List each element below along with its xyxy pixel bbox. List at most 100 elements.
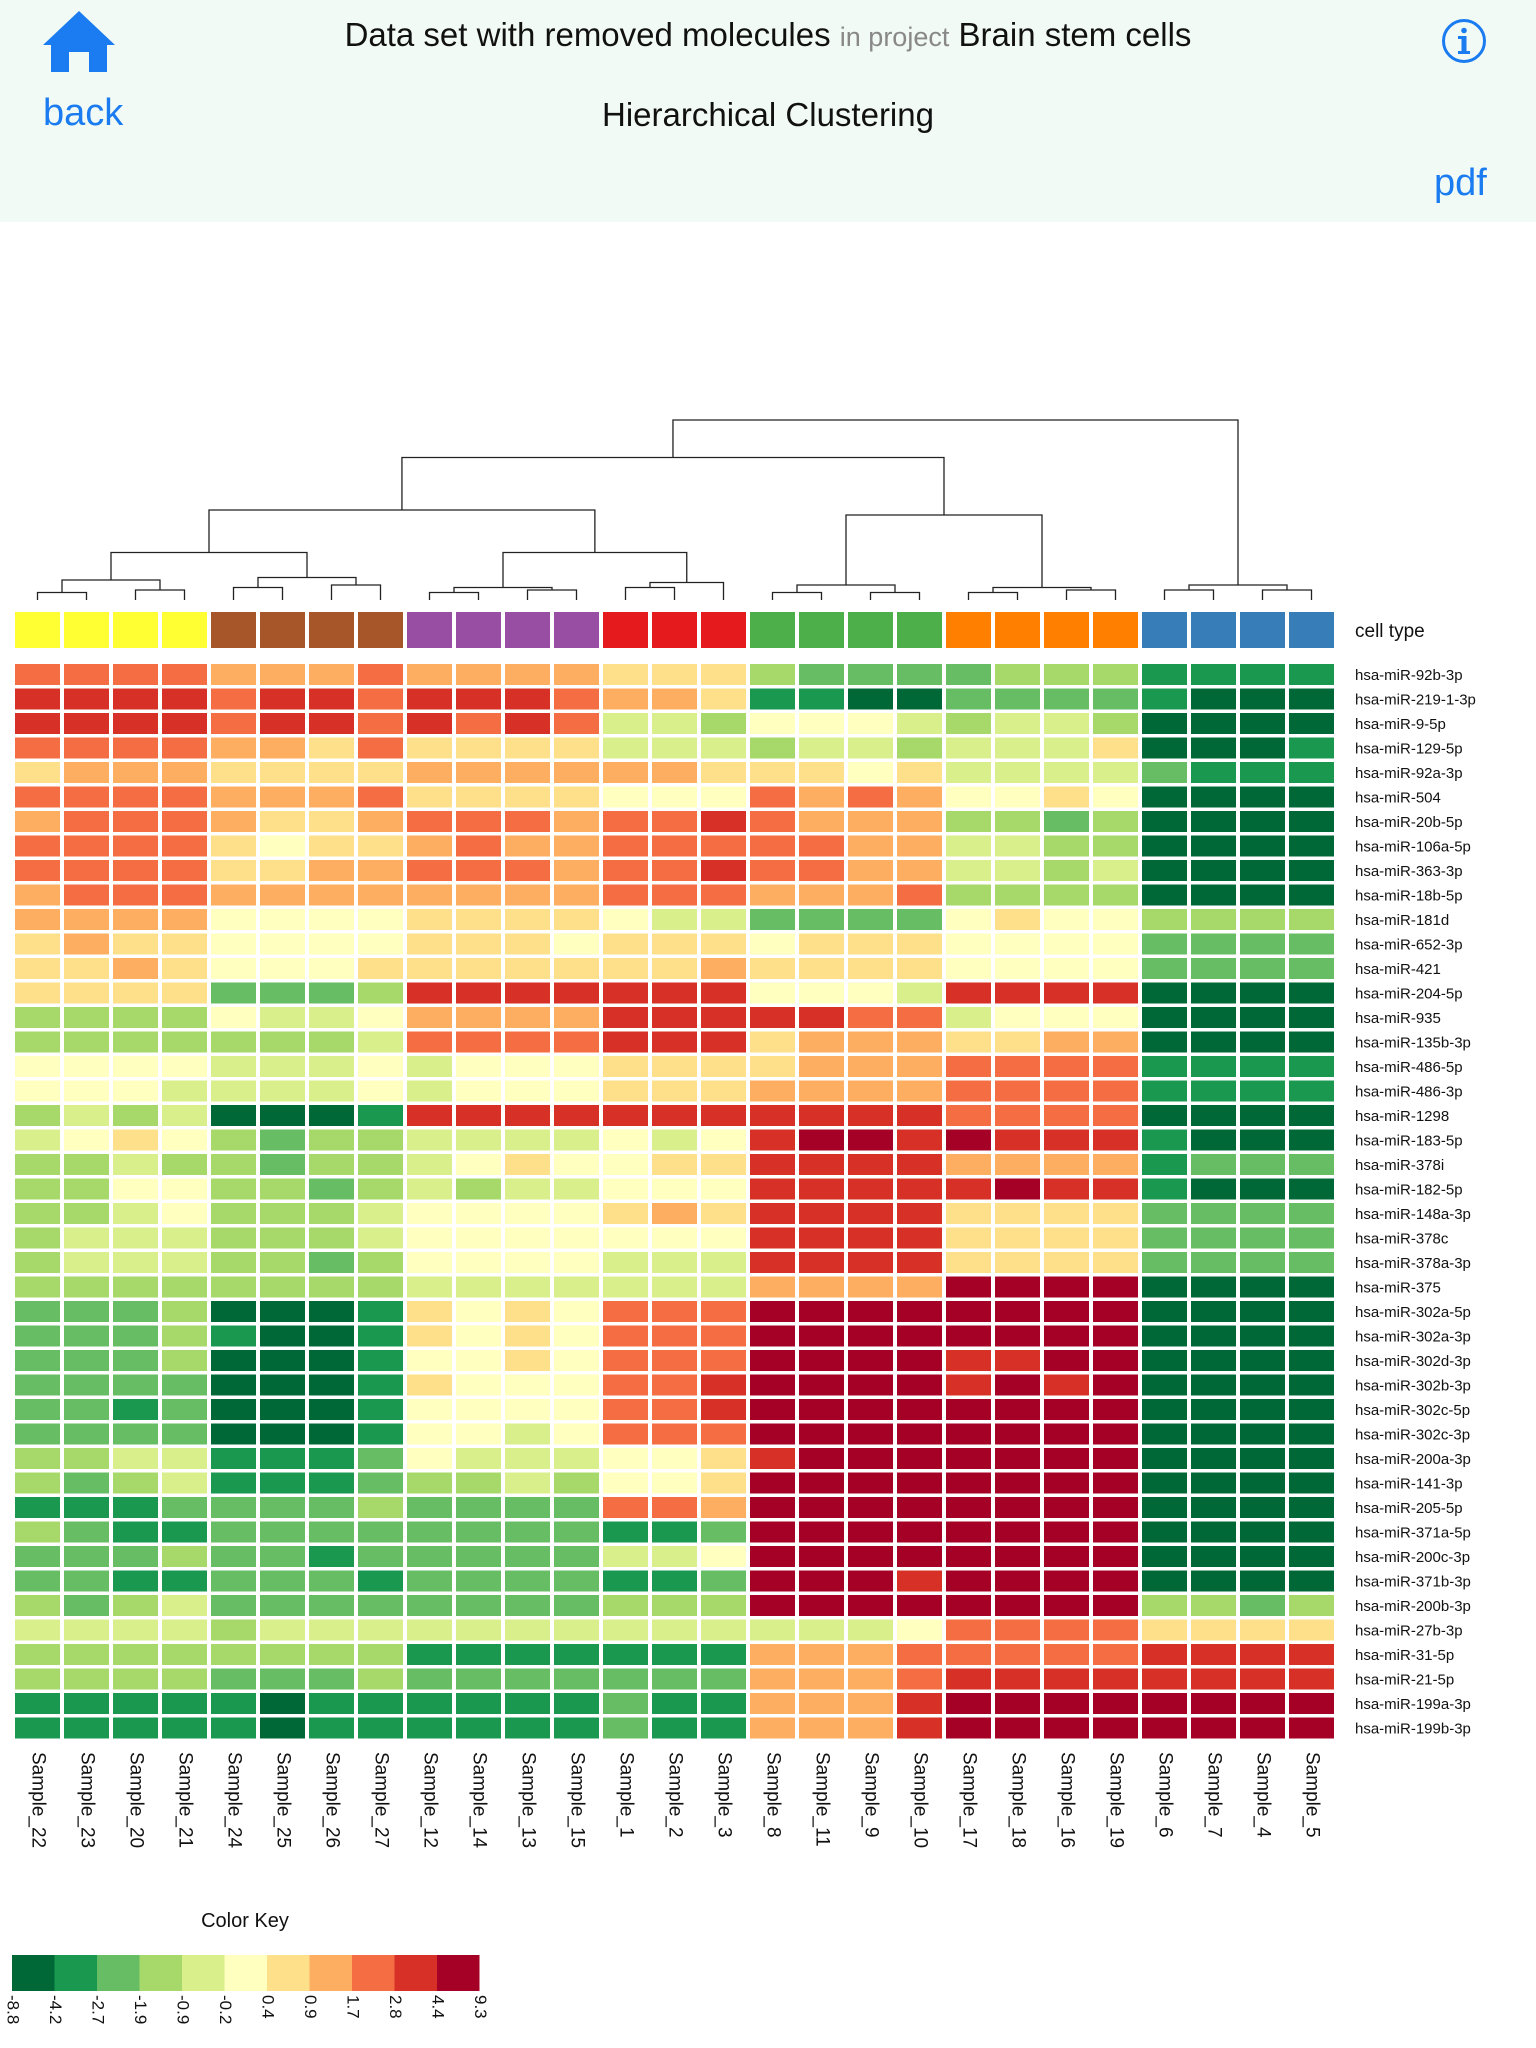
- dendrogram-branch: [1188, 584, 1288, 590]
- heatmap-cell: [113, 1619, 158, 1641]
- heatmap-cell: [64, 1595, 109, 1616]
- heatmap-cell: [162, 1595, 207, 1616]
- heatmap-cell: [946, 1399, 991, 1420]
- heatmap-cell: [848, 884, 893, 906]
- heatmap-cell: [211, 786, 256, 808]
- heatmap-cell: [554, 1129, 599, 1151]
- heatmap-cell: [1240, 1080, 1285, 1102]
- home-icon[interactable]: [38, 8, 120, 74]
- heatmap-cell: [554, 1325, 599, 1347]
- heatmap-cell: [652, 1399, 697, 1420]
- heatmap-cell: [848, 1497, 893, 1518]
- gene-label: hsa-miR-302a-5p: [1355, 1304, 1471, 1321]
- heatmap-cell: [260, 1031, 305, 1053]
- heatmap-cell: [1240, 1031, 1285, 1053]
- heatmap-cell: [456, 688, 501, 710]
- heatmap-cell: [162, 982, 207, 1004]
- heatmap-cell: [848, 1227, 893, 1249]
- heatmap-cell: [897, 1374, 942, 1396]
- heatmap-cell: [407, 1227, 452, 1249]
- heatmap-cell: [848, 664, 893, 685]
- heatmap-cell: [1240, 1570, 1285, 1592]
- heatmap-cell: [799, 811, 844, 832]
- heatmap-cell: [15, 1080, 60, 1102]
- heatmap-cell: [1093, 835, 1138, 857]
- heatmap-cell: [1289, 1276, 1334, 1298]
- heatmap-cell: [848, 1301, 893, 1322]
- gene-label: hsa-miR-302a-3p: [1355, 1329, 1471, 1346]
- color-key-swatch: [182, 1955, 225, 1991]
- gene-label: hsa-miR-363-3p: [1355, 863, 1463, 880]
- heatmap-cell: [162, 1154, 207, 1175]
- heatmap-cell: [995, 811, 1040, 832]
- heatmap-cell: [1289, 664, 1334, 685]
- heatmap-cell: [799, 909, 844, 930]
- heatmap-cell: [701, 958, 746, 979]
- heatmap-cell: [897, 1031, 942, 1053]
- heatmap-cell: [1093, 1252, 1138, 1273]
- heatmap-cell: [1044, 884, 1089, 906]
- heatmap-cell: [701, 1717, 746, 1739]
- pdf-link[interactable]: pdf: [1434, 162, 1487, 204]
- heatmap-cell: [162, 1472, 207, 1494]
- heatmap-cell: [603, 1080, 648, 1102]
- heatmap-cell: [162, 762, 207, 783]
- heatmap-cell: [995, 909, 1040, 930]
- heatmap-cell: [309, 713, 354, 734]
- sample-label: Sample_10: [909, 1752, 930, 1848]
- gene-label: hsa-miR-935: [1355, 1010, 1441, 1027]
- heatmap-cell: [897, 1423, 942, 1445]
- heatmap-cell: [505, 884, 550, 906]
- heatmap-cell: [113, 1301, 158, 1322]
- heatmap-cell: [1191, 762, 1236, 783]
- heatmap-cell: [1191, 1350, 1236, 1371]
- info-icon[interactable]: [1441, 18, 1487, 64]
- heatmap-cell: [1044, 786, 1089, 808]
- heatmap-cell: [1142, 786, 1187, 808]
- heatmap-cell: [897, 664, 942, 685]
- heatmap-cell: [1142, 1472, 1187, 1494]
- in-project-label: in project: [839, 22, 950, 52]
- heatmap-cell: [64, 1056, 109, 1077]
- heatmap-cell: [995, 1276, 1040, 1298]
- heatmap-cell: [799, 1276, 844, 1298]
- heatmap-cell: [162, 1276, 207, 1298]
- heatmap-cell: [162, 737, 207, 759]
- heatmap-cell: [309, 933, 354, 955]
- cell-type-swatch: [505, 612, 550, 648]
- heatmap-cell: [946, 1668, 991, 1690]
- heatmap-cell: [309, 1154, 354, 1175]
- heatmap-cell: [15, 1619, 60, 1641]
- heatmap-cell: [554, 737, 599, 759]
- heatmap-cell: [1191, 1374, 1236, 1396]
- heatmap-cell: [64, 1276, 109, 1298]
- heatmap-cell: [407, 860, 452, 881]
- heatmap-cell: [848, 1693, 893, 1714]
- heatmap-cell: [505, 664, 550, 685]
- heatmap-cell: [701, 1325, 746, 1347]
- heatmap-cell: [407, 1325, 452, 1347]
- heatmap-cell: [309, 835, 354, 857]
- heatmap-cell: [897, 860, 942, 881]
- heatmap-cell: [995, 1693, 1040, 1714]
- heatmap-cell: [15, 762, 60, 783]
- heatmap-cell: [64, 1203, 109, 1224]
- heatmap-cell: [1142, 1497, 1187, 1518]
- heatmap-cell: [309, 1056, 354, 1077]
- heatmap-cell: [64, 1546, 109, 1567]
- heatmap-cell: [995, 1105, 1040, 1126]
- heatmap-cell: [1191, 1497, 1236, 1518]
- heatmap-cell: [995, 713, 1040, 734]
- back-link[interactable]: back: [43, 92, 124, 134]
- heatmap-cell: [1289, 1423, 1334, 1445]
- heatmap-cell: [15, 1154, 60, 1175]
- heatmap-cell: [162, 1325, 207, 1347]
- heatmap-cell: [260, 1276, 305, 1298]
- sample-label: Sample_18: [1007, 1752, 1028, 1848]
- heatmap-cell: [799, 982, 844, 1004]
- heatmap-cell: [309, 762, 354, 783]
- heatmap-cell: [1044, 1497, 1089, 1518]
- heatmap-cell: [505, 909, 550, 930]
- heatmap-cell: [603, 1693, 648, 1714]
- heatmap-cell: [652, 860, 697, 881]
